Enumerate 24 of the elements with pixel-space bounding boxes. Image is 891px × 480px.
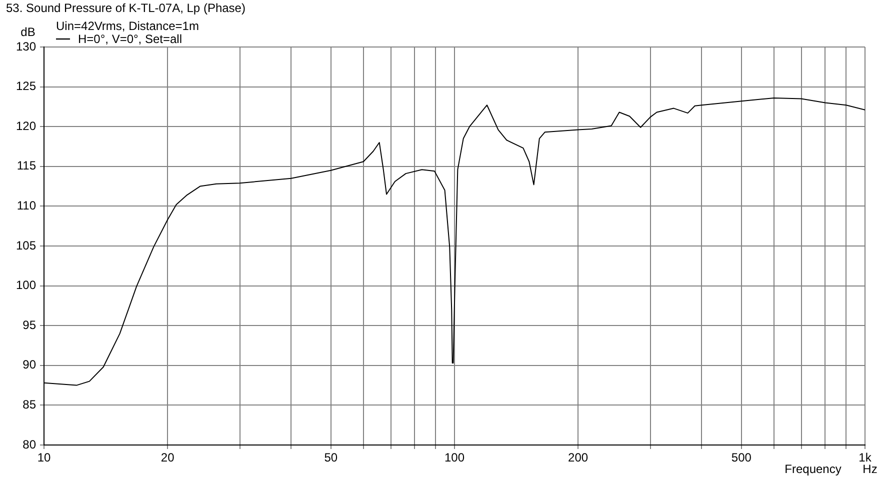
- x-tick-label: 200: [568, 450, 588, 465]
- y-tick-label: 115: [16, 158, 36, 173]
- y-tick-label: 110: [16, 198, 36, 213]
- y-tick-label: 95: [22, 318, 36, 332]
- y-tick-label: 80: [22, 437, 36, 452]
- legend-label: H=0°, V=0°, Set=all: [78, 32, 182, 46]
- chart-subtitle: Uin=42Vrms, Distance=1m: [56, 19, 199, 33]
- y-tick-label: 100: [16, 278, 36, 292]
- y-tick-label: 130: [16, 39, 36, 54]
- x-tick-label: 500: [731, 450, 752, 465]
- x-tick-label: 10: [37, 450, 51, 465]
- chart-title: 53. Sound Pressure of K-TL-07A, Lp (Phase): [6, 1, 246, 15]
- y-axis-title: dB: [20, 25, 36, 39]
- x-tick-label: 50: [324, 450, 338, 465]
- y-tick-label: 105: [16, 238, 36, 252]
- y-tick-label: 90: [22, 358, 36, 372]
- x-axis-title: Frequency: [784, 462, 842, 476]
- x-tick-label: 1k: [858, 450, 872, 465]
- y-tick-label: 125: [16, 79, 36, 94]
- text: Hz: [862, 462, 878, 476]
- x-tick-label: 20: [160, 450, 175, 465]
- y-tick-label: 85: [22, 398, 36, 412]
- y-tick-label: 120: [16, 118, 36, 133]
- x-tick-label: 100: [444, 450, 465, 465]
